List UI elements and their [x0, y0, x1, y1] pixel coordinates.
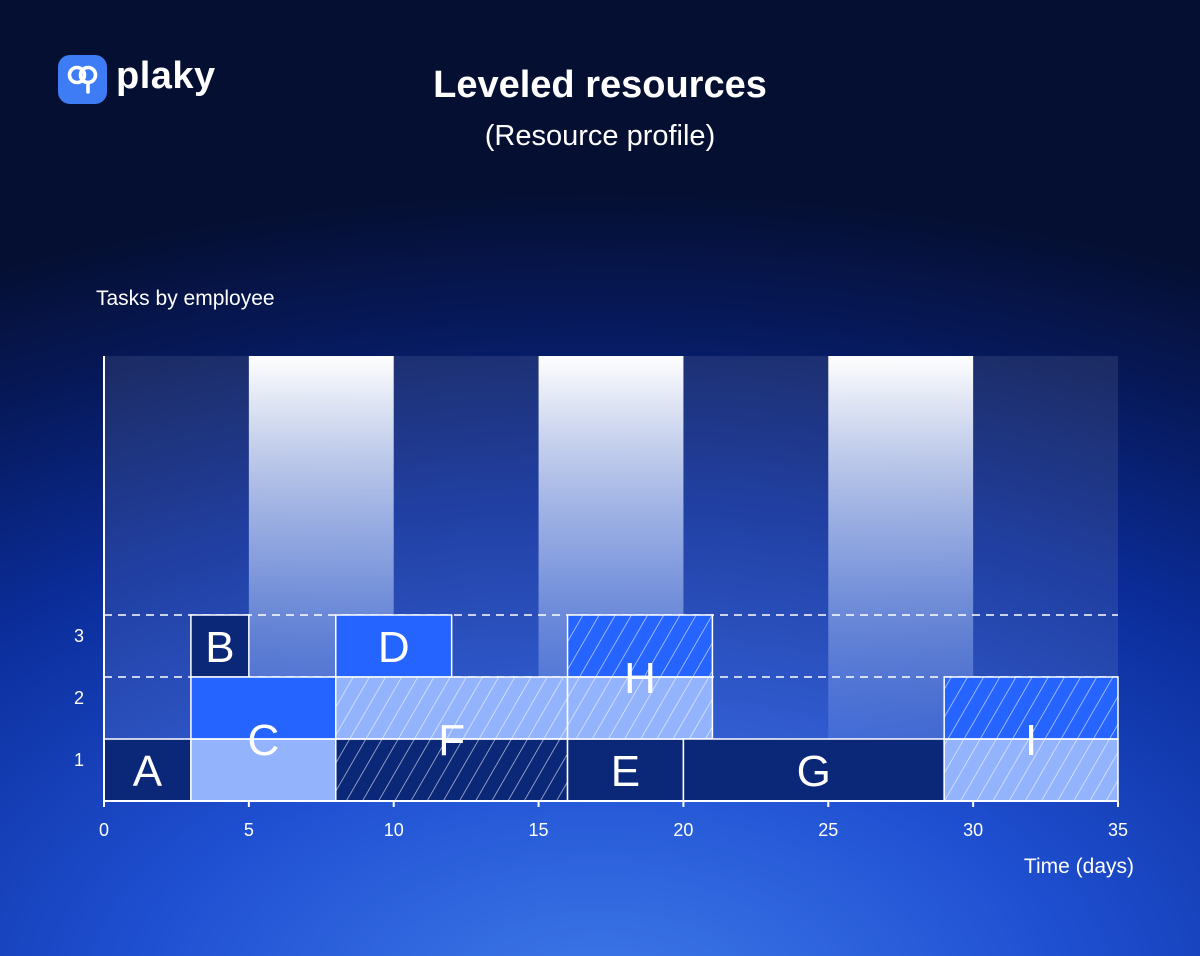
- task-label-F: F: [438, 716, 465, 765]
- x-tick-label-15: 15: [529, 820, 549, 840]
- task-G: G: [682, 738, 945, 802]
- task-G-segment-1: [683, 739, 945, 801]
- task-E: E: [566, 738, 685, 802]
- chart-title: Leveled resources: [433, 64, 767, 106]
- task-label-I: I: [1025, 716, 1037, 765]
- task-H-hatch-2: [567, 615, 713, 677]
- task-I-hatch-1: [944, 739, 1118, 801]
- task-C-segment-2: [190, 677, 336, 739]
- task-A: A: [103, 738, 192, 802]
- y-tick-label-2: 2: [74, 688, 84, 708]
- x-tick-label-20: 20: [673, 820, 693, 840]
- task-label-A: A: [133, 747, 163, 796]
- task-C: C: [190, 676, 337, 802]
- task-H-outline-2: [566, 614, 714, 678]
- x-tick-label-10: 10: [384, 820, 404, 840]
- task-F: F: [335, 676, 569, 802]
- task-D: D: [335, 614, 453, 678]
- y-axis-label: Tasks by employee: [96, 287, 275, 310]
- task-label-B: B: [205, 623, 234, 672]
- task-E-segment-1: [567, 739, 684, 801]
- task-label-D: D: [378, 623, 410, 672]
- x-tick-label-25: 25: [818, 820, 838, 840]
- task-D-segment-1: [335, 615, 452, 677]
- plaky-logo: plaky: [58, 55, 216, 104]
- task-label-H: H: [624, 654, 656, 703]
- task-C-segment-1: [190, 739, 336, 801]
- task-B-segment-1: [190, 615, 249, 677]
- task-F-hatch-2: [335, 677, 568, 739]
- y-tick-label-3: 3: [74, 626, 84, 646]
- task-B: B: [190, 614, 250, 678]
- task-I: I: [943, 676, 1119, 802]
- task-H: H: [566, 614, 714, 740]
- y-tick-label-1: 1: [74, 750, 84, 770]
- chart-subtitle: (Resource profile): [484, 120, 716, 152]
- task-I-outline-2: [943, 676, 1119, 740]
- x-axis-label: Time (days): [1023, 855, 1134, 878]
- task-H-hatch-1: [567, 677, 713, 739]
- task-label-E: E: [611, 747, 640, 796]
- x-tick-label-0: 0: [99, 820, 109, 840]
- x-tick-label-5: 5: [244, 820, 254, 840]
- task-label-G: G: [797, 747, 831, 796]
- task-label-C: C: [247, 716, 279, 765]
- task-A-segment-1: [104, 739, 191, 801]
- task-F-hatch-1: [335, 739, 568, 801]
- x-tick-label-30: 30: [963, 820, 983, 840]
- task-I-hatch-2: [944, 677, 1118, 739]
- x-tick-label-35: 35: [1108, 820, 1128, 840]
- plaky-logo-icon: [58, 55, 107, 104]
- brand-name: plaky: [116, 55, 216, 97]
